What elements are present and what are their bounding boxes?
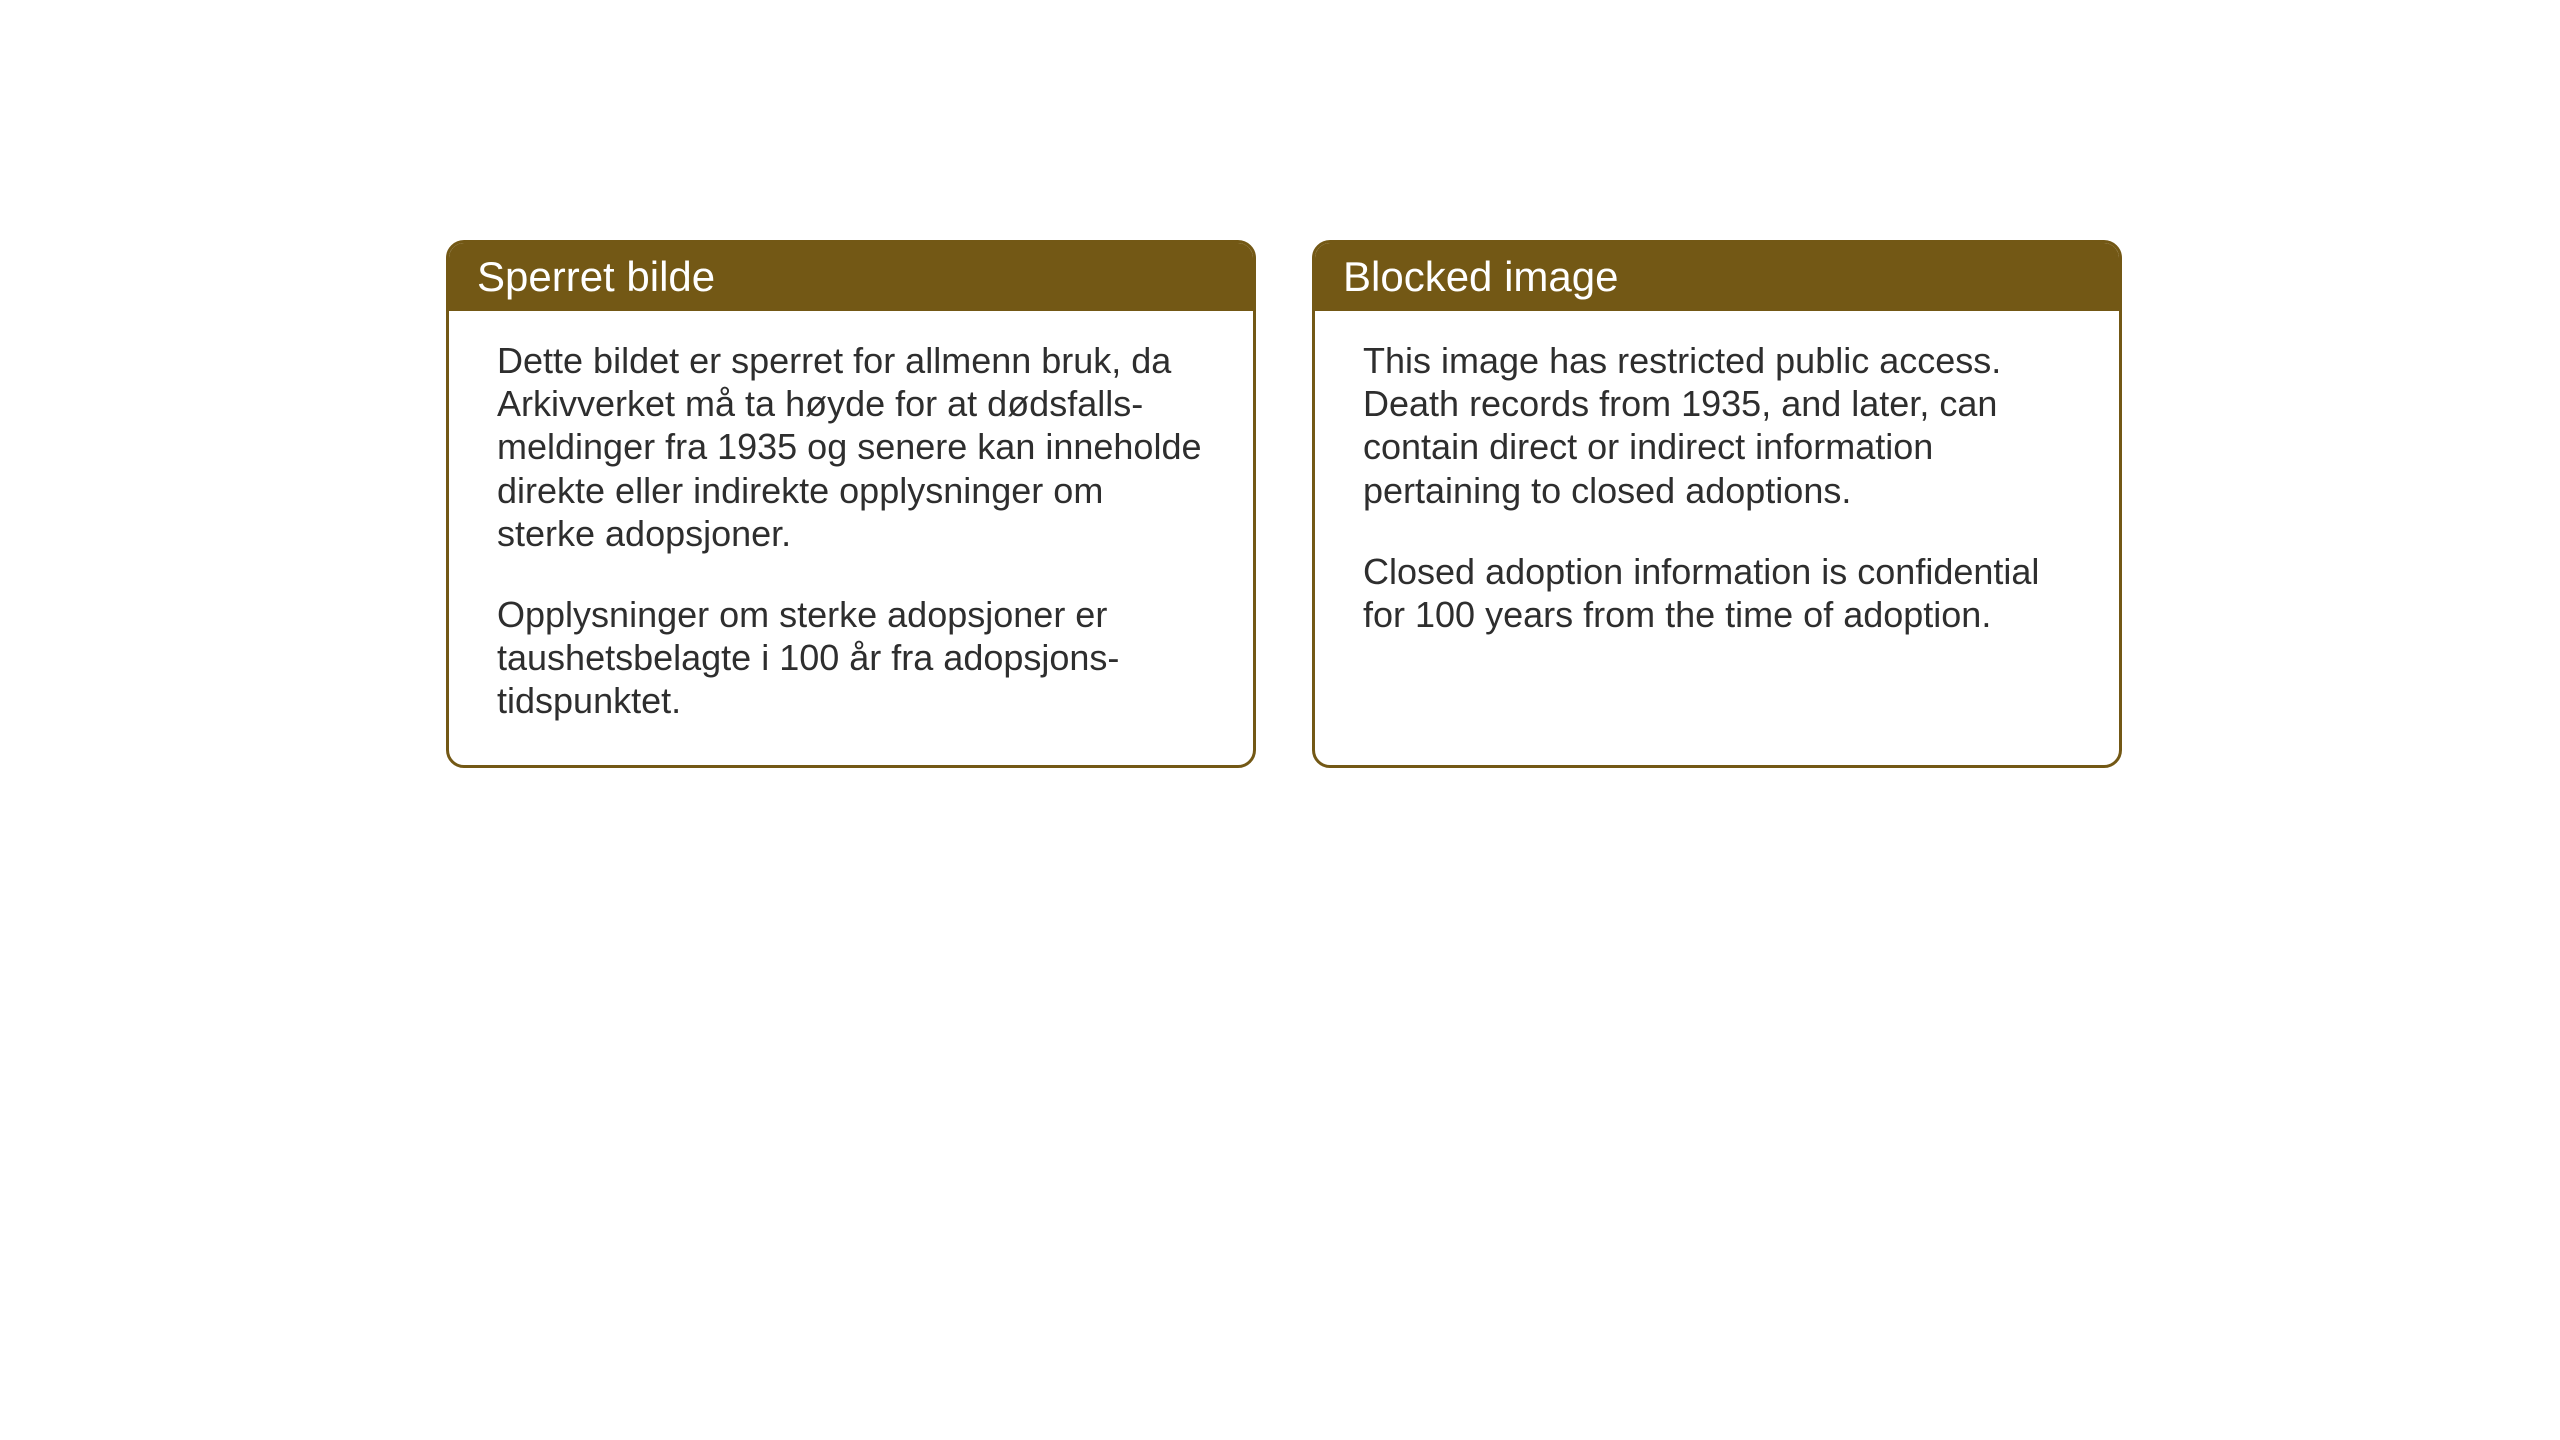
card-title: Blocked image [1343,253,1618,300]
card-paragraph-2: Opplysninger om sterke adopsjoner er tau… [497,593,1205,723]
card-paragraph-1: This image has restricted public access.… [1363,339,2071,512]
card-header-english: Blocked image [1315,243,2119,311]
card-body-norwegian: Dette bildet er sperret for allmenn bruk… [449,311,1253,765]
card-paragraph-1: Dette bildet er sperret for allmenn bruk… [497,339,1205,555]
card-body-english: This image has restricted public access.… [1315,311,2119,678]
card-norwegian: Sperret bilde Dette bildet er sperret fo… [446,240,1256,768]
card-paragraph-2: Closed adoption information is confident… [1363,550,2071,636]
card-english: Blocked image This image has restricted … [1312,240,2122,768]
card-header-norwegian: Sperret bilde [449,243,1253,311]
card-title: Sperret bilde [477,253,715,300]
cards-container: Sperret bilde Dette bildet er sperret fo… [446,240,2122,768]
